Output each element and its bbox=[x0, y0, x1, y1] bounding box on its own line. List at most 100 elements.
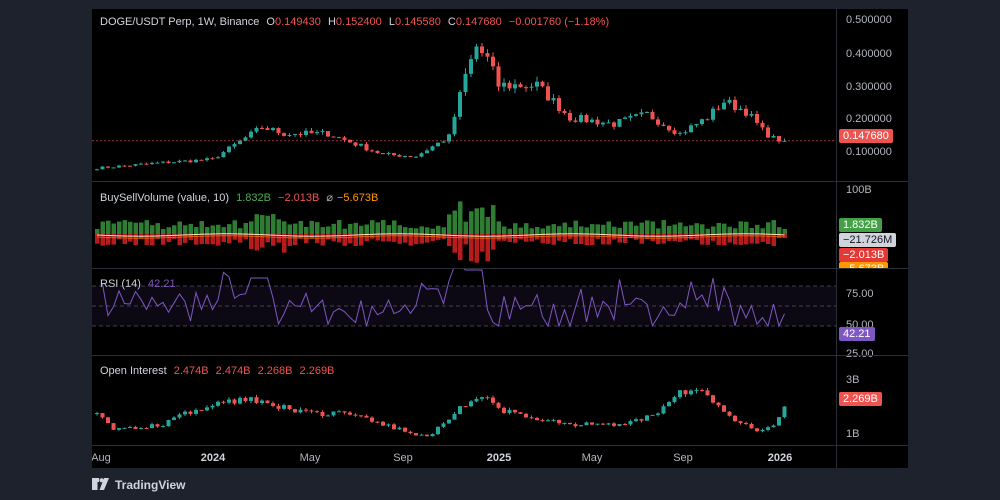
buy-volume-bar bbox=[755, 224, 760, 234]
buy-volume-bar bbox=[777, 227, 782, 234]
oi-candle-body bbox=[243, 397, 248, 401]
pane-separator[interactable] bbox=[92, 181, 908, 182]
sell-volume-bar bbox=[342, 234, 347, 246]
rsi-value: 42.21 bbox=[148, 278, 176, 290]
buy-volume-bar bbox=[458, 201, 463, 234]
candle-body bbox=[232, 144, 237, 147]
oi-candle-body bbox=[375, 421, 380, 423]
candle-body bbox=[650, 111, 655, 120]
buy-volume-bar bbox=[155, 223, 160, 234]
oi-candle-body bbox=[177, 414, 182, 418]
tradingview-brand[interactable]: TradingView bbox=[92, 477, 185, 493]
candle-body bbox=[276, 128, 281, 134]
oi-title[interactable]: Open Interest bbox=[100, 365, 167, 377]
buy-volume-bar bbox=[133, 222, 138, 234]
candle-body bbox=[375, 150, 380, 154]
sell-volume-bar bbox=[425, 234, 430, 243]
candle-body bbox=[513, 84, 517, 89]
oi-candle-body bbox=[661, 406, 666, 414]
sell-volume-bar bbox=[568, 234, 573, 239]
buy-volume-bar bbox=[342, 228, 347, 234]
oi-candle-body bbox=[447, 419, 451, 424]
sell-volume-bar bbox=[111, 234, 116, 245]
rsi-axis-label: 25.00 bbox=[846, 348, 874, 360]
symbol-label[interactable]: DOGE/USDT Perp, 1W, Binance bbox=[100, 16, 260, 28]
buy-volume-bar bbox=[331, 223, 336, 234]
buy-volume-bar bbox=[749, 228, 754, 234]
candle-body bbox=[573, 120, 578, 122]
sell-volume-bar bbox=[95, 234, 100, 244]
volume-delta-tag: −5.673B bbox=[839, 262, 889, 268]
buy-volume-bar bbox=[579, 226, 584, 234]
oi-candle-body bbox=[337, 411, 341, 413]
sell-volume-bar bbox=[337, 234, 342, 243]
rsi-line[interactable] bbox=[92, 269, 836, 355]
candle-body bbox=[678, 132, 682, 134]
oi-candle-body bbox=[579, 425, 583, 427]
oi-candle-body bbox=[771, 425, 776, 428]
pane-separator[interactable] bbox=[92, 268, 908, 269]
sell-volume-bar bbox=[617, 234, 622, 243]
price-candles[interactable] bbox=[92, 9, 836, 181]
oi-candle-body bbox=[216, 401, 220, 406]
oi-candle-body bbox=[535, 418, 539, 421]
rsi-title[interactable]: RSI (14) bbox=[100, 278, 141, 290]
candle-body bbox=[601, 122, 605, 125]
oi-candle-body bbox=[507, 409, 512, 413]
sell-volume-bar bbox=[276, 234, 281, 243]
candle-body bbox=[639, 112, 644, 115]
oi-axis-label: 1B bbox=[846, 428, 860, 440]
buy-volume-bar bbox=[551, 224, 556, 234]
candle-body bbox=[452, 116, 457, 135]
sell-volume-bar bbox=[639, 234, 644, 244]
volume-title[interactable]: BuySellVolume (value, 10) bbox=[100, 192, 230, 204]
sell-volume-bar bbox=[414, 234, 419, 245]
oi-candle-body bbox=[744, 422, 748, 424]
candle-body bbox=[579, 115, 583, 122]
rsi-series-line bbox=[102, 269, 785, 328]
sell-volume-bar bbox=[623, 234, 628, 244]
buy-volume-bar bbox=[507, 228, 512, 234]
buy-volume-bar bbox=[128, 221, 133, 234]
sell-volume-bar bbox=[172, 234, 177, 239]
chart-panel[interactable]: DOGE/USDT Perp, 1W, Binance O0.149430 H0… bbox=[92, 9, 908, 468]
buy-volume-bar bbox=[452, 210, 457, 234]
sell-volume-bar bbox=[749, 234, 754, 244]
candle-body bbox=[210, 158, 215, 160]
oi-candle-body bbox=[755, 428, 759, 432]
candle-body bbox=[260, 127, 264, 129]
oi-candle-body bbox=[150, 424, 154, 429]
candle-body bbox=[348, 139, 352, 143]
volume-axis-label: 100B bbox=[846, 184, 872, 196]
candle-body bbox=[623, 117, 627, 120]
sell-volume-bar bbox=[518, 234, 523, 240]
volume-bars[interactable] bbox=[92, 182, 836, 268]
oi-candle-body bbox=[381, 421, 385, 426]
sell-volume-bar bbox=[700, 234, 705, 245]
buy-volume-bar bbox=[408, 227, 413, 234]
oi-candle-body bbox=[705, 390, 710, 396]
buy-volume-bar bbox=[177, 221, 182, 234]
oi-candle-body bbox=[232, 399, 237, 404]
net-volume-line bbox=[96, 233, 785, 237]
buy-volume-bar bbox=[375, 222, 380, 234]
candle-body bbox=[216, 157, 220, 159]
open-value: 0.149430 bbox=[274, 16, 321, 28]
sell-volume-bar bbox=[320, 234, 325, 246]
sell-volume-bar bbox=[496, 234, 501, 241]
buy-volume-bar bbox=[601, 224, 606, 234]
candle-body bbox=[144, 163, 149, 165]
oi-candle-body bbox=[210, 405, 215, 408]
candle-body bbox=[342, 137, 347, 140]
sell-volume-bar bbox=[601, 234, 606, 245]
price-axis-label: 0.500000 bbox=[846, 14, 892, 26]
candle-body bbox=[359, 144, 363, 146]
buy-volume-bar bbox=[271, 214, 276, 234]
pane-separator[interactable] bbox=[92, 355, 908, 356]
oi-candles[interactable] bbox=[92, 356, 836, 444]
oi-candle-body bbox=[452, 413, 457, 420]
volume-legend: BuySellVolume (value, 10) 1.832B −2.013B… bbox=[100, 191, 382, 204]
oi-axis-label: 3B bbox=[846, 374, 860, 386]
buy-volume-bar bbox=[469, 211, 474, 234]
delta-icon: ⌀ bbox=[326, 192, 333, 204]
